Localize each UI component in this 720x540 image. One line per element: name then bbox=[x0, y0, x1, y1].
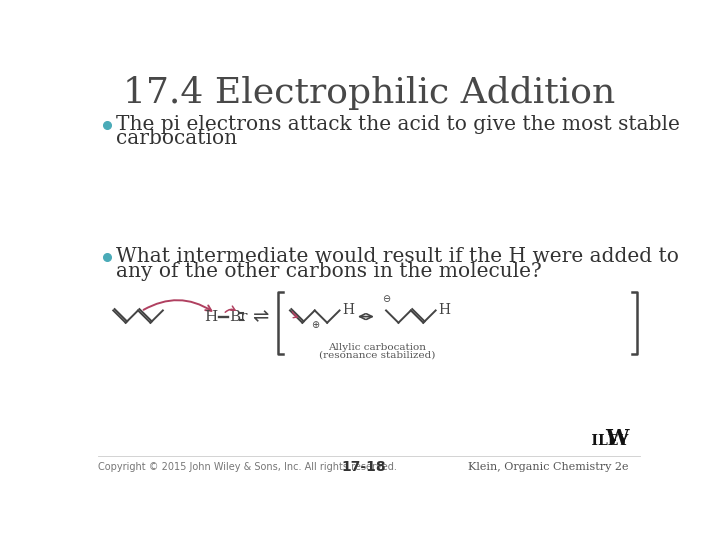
Text: Br: Br bbox=[229, 309, 247, 323]
Text: H: H bbox=[342, 303, 354, 318]
Text: ILEY: ILEY bbox=[567, 434, 629, 448]
Text: What intermediate would result if the H were added to: What intermediate would result if the H … bbox=[117, 247, 679, 266]
Text: any of the other carbons in the molecule?: any of the other carbons in the molecule… bbox=[117, 262, 542, 281]
Text: Copyright © 2015 John Wiley & Sons, Inc. All rights reserved.: Copyright © 2015 John Wiley & Sons, Inc.… bbox=[98, 462, 397, 472]
Text: Allylic carbocation: Allylic carbocation bbox=[328, 343, 426, 352]
Text: ⊕: ⊕ bbox=[311, 320, 319, 329]
Text: Klein, Organic Chemistry 2e: Klein, Organic Chemistry 2e bbox=[468, 462, 629, 472]
Text: H: H bbox=[438, 303, 450, 318]
Text: ⊖: ⊖ bbox=[382, 294, 390, 303]
Text: W: W bbox=[605, 428, 629, 448]
Text: ⇌: ⇌ bbox=[252, 307, 269, 326]
Text: (resonance stabilized): (resonance stabilized) bbox=[318, 350, 435, 360]
Text: 17-18: 17-18 bbox=[341, 460, 386, 474]
Text: 17.4 Electrophilic Addition: 17.4 Electrophilic Addition bbox=[123, 76, 615, 110]
Text: carbocation: carbocation bbox=[117, 129, 238, 148]
Text: H: H bbox=[204, 309, 218, 323]
Text: The pi electrons attack the acid to give the most stable: The pi electrons attack the acid to give… bbox=[117, 114, 680, 133]
